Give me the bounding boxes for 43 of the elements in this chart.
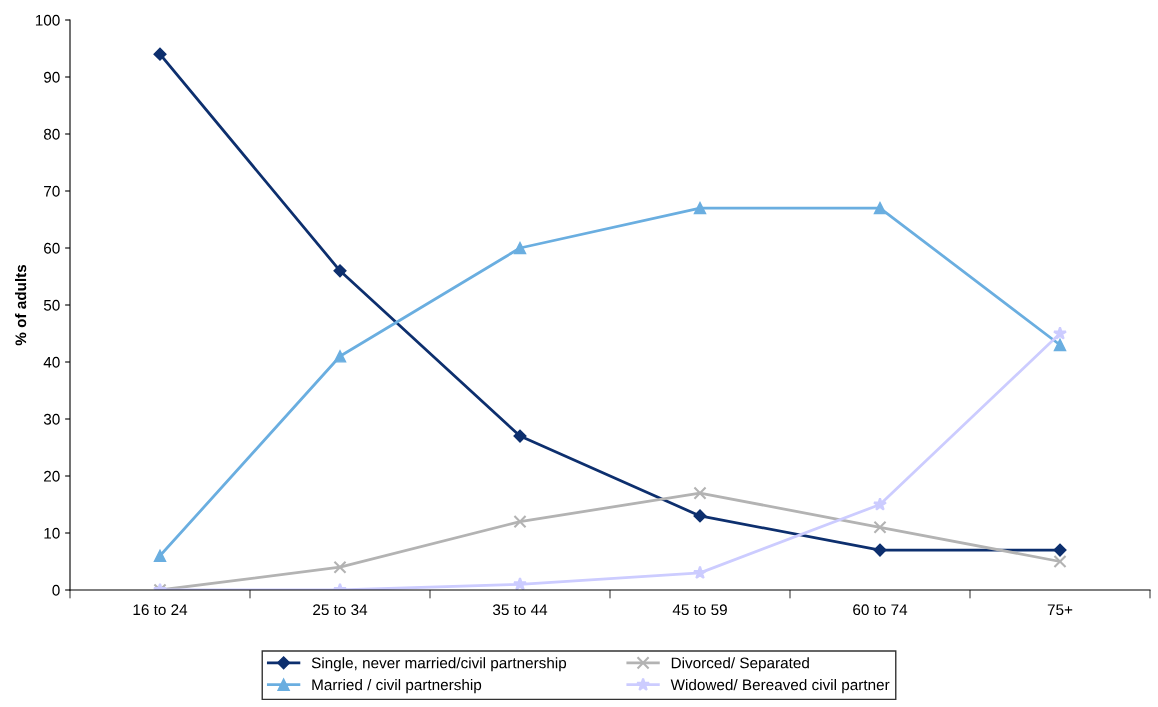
legend-label: Widowed/ Bereaved civil partner: [670, 679, 890, 694]
x-tick-label: 35 to 44: [492, 604, 548, 616]
x-tick-label: 60 to 74: [853, 604, 908, 616]
x-tick-label: 25 to 34: [313, 604, 368, 616]
point: [693, 565, 707, 579]
legend-label: Single, never married/civil partnership: [311, 657, 567, 672]
x-tick-label: 45 to 59: [672, 604, 727, 616]
y-tick-label: 20: [44, 470, 60, 482]
point: [1053, 326, 1067, 340]
point: [873, 543, 887, 557]
y-tick-label: 10: [44, 527, 60, 539]
y-axis-title: % of adults: [14, 264, 27, 346]
point: [693, 486, 707, 500]
point: [1053, 554, 1067, 569]
point: [513, 429, 527, 443]
x-tick-label: 75+: [1047, 604, 1073, 616]
point: [873, 520, 887, 534]
y-tick-label: 100: [35, 14, 60, 26]
point: [513, 577, 527, 590]
y-tick-label: 50: [43, 299, 60, 311]
point: [693, 509, 707, 523]
legend-label: Divorced/ Separated: [671, 657, 809, 672]
point: [513, 515, 527, 529]
y-tick-label: 30: [43, 413, 60, 425]
point: [333, 350, 347, 363]
point: [333, 264, 347, 278]
point: [153, 549, 167, 563]
y-tick-label: 90: [44, 71, 60, 83]
point: [873, 201, 887, 215]
y-tick-label: 60: [44, 242, 60, 254]
x-tick-label: 16 to 24: [133, 604, 188, 616]
point: [513, 241, 527, 255]
point: [333, 560, 347, 574]
point: [1053, 543, 1067, 557]
point: [693, 201, 707, 215]
y-tick-label: 40: [43, 356, 60, 368]
point: [153, 47, 167, 61]
legend-label: Married / civil partnership: [312, 679, 482, 694]
y-tick-label: 0: [52, 584, 60, 596]
y-tick-label: 80: [43, 128, 60, 140]
point: [1053, 338, 1067, 352]
y-tick-label: 70: [44, 185, 60, 197]
point: [873, 497, 887, 511]
